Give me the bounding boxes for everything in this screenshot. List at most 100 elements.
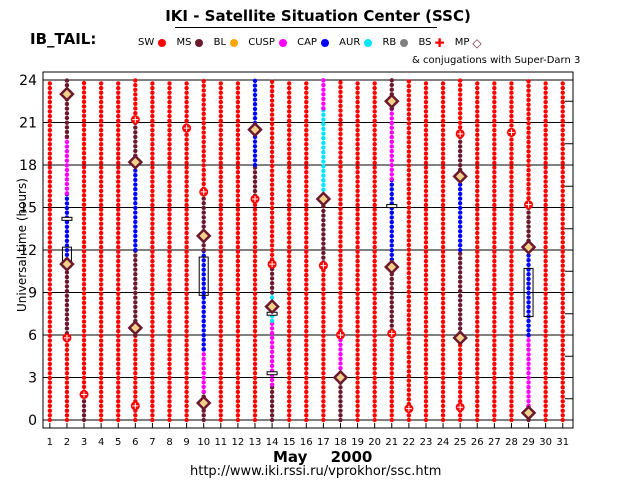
day-31-sw-dot — [560, 328, 565, 334]
day-30-sw-dot — [543, 216, 548, 222]
day-31-sw-dot — [560, 380, 565, 385]
day-14-ms-dot — [269, 394, 275, 399]
day-27-sw-dot — [492, 90, 497, 95]
mp-crossing-marker — [264, 298, 280, 315]
day-24-sw-dot — [440, 389, 446, 395]
day-27-sw-dot — [492, 352, 497, 357]
day-21-ms-dot — [389, 281, 394, 286]
day-8-sw-dot — [167, 286, 172, 292]
day-4-sw-dot — [98, 319, 104, 325]
day-16-sw-dot — [304, 123, 309, 128]
day-24-sw-dot — [440, 319, 446, 325]
day-11-sw-dot — [218, 300, 224, 306]
day-16-sw-dot — [304, 81, 309, 86]
day-28-sw-dot — [509, 272, 514, 278]
day-19-sw-dot — [355, 95, 360, 100]
day-13-sw-dot — [252, 357, 258, 362]
day-16-sw-dot — [304, 399, 309, 404]
day-2-ms-dot — [64, 125, 70, 130]
day-25-cap-dot — [457, 182, 463, 187]
day-3-sw-dot — [81, 347, 87, 352]
day-22-sw-dot — [406, 121, 412, 126]
day-23-sw-dot — [423, 118, 429, 124]
day-31-sw-dot — [560, 244, 565, 250]
day-29-cap-dot — [526, 290, 531, 296]
day-7-sw-dot — [150, 361, 155, 367]
day-31-sw-dot — [560, 399, 565, 404]
day-11-sw-dot — [218, 207, 224, 212]
day-14-sw-dot — [269, 243, 275, 248]
day-27-sw-dot — [492, 277, 497, 282]
day-3-sw-dot — [81, 309, 87, 315]
day-18-cusp-dot — [338, 365, 343, 371]
day-13-sw-dot — [252, 314, 258, 320]
day-27-sw-dot — [492, 174, 497, 180]
day-19-sw-dot — [355, 156, 360, 161]
day-20-sw-dot — [372, 113, 377, 119]
day-27-sw-dot — [492, 371, 497, 376]
day-10-sw-dot — [201, 130, 206, 135]
day-9-sw-dot — [184, 95, 189, 100]
day-25-ms-dot — [457, 321, 463, 327]
day-24-sw-dot — [440, 95, 446, 100]
day-10-ms-dot — [201, 219, 206, 225]
day-29-cusp-dot — [526, 356, 531, 362]
day-9-sw-dot — [184, 240, 189, 245]
day-4-sw-dot — [98, 277, 104, 282]
day-15-sw-dot — [286, 240, 292, 245]
day-26-sw-dot — [475, 375, 480, 381]
day-14-sw-dot — [269, 210, 275, 215]
day-13-sw-dot — [252, 300, 258, 306]
day-15-sw-dot — [286, 385, 292, 390]
x-tick-label: 22 — [403, 437, 416, 448]
day-16-sw-dot — [304, 328, 309, 334]
day-28-sw-dot — [509, 343, 514, 348]
day-6-sw-dot — [133, 82, 138, 88]
day-24-sw-dot — [440, 268, 446, 273]
day-17-sw-dot — [321, 399, 326, 404]
day-17-ms-dot — [321, 255, 326, 260]
x-axis-title: May 2000 — [273, 448, 372, 466]
day-29-cusp-dot — [526, 366, 531, 371]
day-3-sw-dot — [81, 281, 87, 287]
day-26-sw-dot — [475, 216, 480, 222]
day-19-sw-dot — [355, 146, 360, 152]
day-4-sw-dot — [98, 282, 104, 287]
day-15-sw-dot — [286, 375, 292, 381]
day-4-sw-dot — [98, 226, 104, 231]
day-6-sw-dot — [133, 352, 138, 357]
day-4-sw-dot — [98, 202, 104, 208]
day-28-sw-dot — [509, 417, 514, 423]
day-20-sw-dot — [372, 85, 377, 91]
day-26-sw-dot — [475, 399, 480, 404]
day-31-sw-dot — [560, 221, 565, 226]
day-31-sw-dot — [560, 230, 565, 236]
day-16-sw-dot — [304, 170, 309, 175]
day-26-sw-dot — [475, 300, 480, 306]
day-1-sw-dot — [47, 146, 53, 152]
day-5-sw-dot — [116, 277, 121, 282]
day-18-sw-dot — [338, 80, 343, 85]
day-11-sw-dot — [218, 198, 224, 203]
day-27-sw-dot — [492, 296, 497, 301]
day-26-sw-dot — [475, 198, 480, 203]
day-7-sw-dot — [150, 310, 155, 315]
day-20-sw-dot — [372, 198, 377, 203]
day-23-sw-dot — [423, 310, 429, 315]
day-2-ms-dot — [64, 326, 70, 331]
day-30-sw-dot — [543, 328, 548, 334]
day-1-sw-dot — [47, 417, 53, 423]
day-8-sw-dot — [167, 244, 172, 250]
day-3-sw-dot — [81, 384, 87, 390]
day-30-sw-dot — [543, 249, 548, 254]
day-13-sw-dot — [252, 282, 258, 287]
day-18-sw-dot — [338, 127, 343, 132]
day-30-sw-dot — [543, 319, 548, 325]
day-7-sw-dot — [150, 123, 155, 128]
day-30-sw-dot — [543, 127, 548, 133]
day-8-sw-dot — [167, 399, 172, 404]
day-14-cusp-dot — [269, 344, 275, 350]
day-29-cusp-dot — [526, 361, 531, 366]
day-8-sw-dot — [167, 371, 172, 376]
day-19-sw-dot — [355, 90, 360, 95]
